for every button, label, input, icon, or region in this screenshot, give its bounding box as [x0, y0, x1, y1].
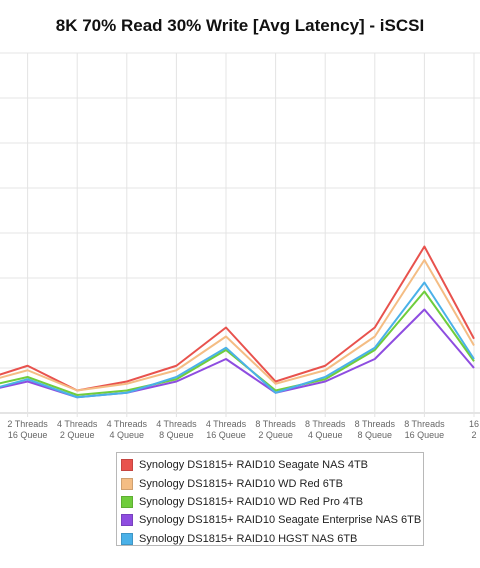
- legend-item[interactable]: Synology DS1815+ RAID10 HGST NAS 6TB: [121, 530, 423, 548]
- legend-item[interactable]: Synology DS1815+ RAID10 WD Red 6TB: [121, 474, 423, 492]
- legend-label: Synology DS1815+ RAID10 WD Red 6TB: [139, 477, 343, 490]
- x-tick-label: 8 Threads 4 Queue: [305, 419, 346, 440]
- legend-swatch-wd-red: [121, 477, 133, 490]
- legend-swatch-wd-red-pro: [121, 495, 133, 508]
- grid-lines: [0, 52, 480, 417]
- x-tick-label: 2 Threads 16 Queue: [7, 419, 48, 440]
- legend: Synology DS1815+ RAID10 Seagate NAS 4TB …: [116, 452, 424, 546]
- legend-item[interactable]: Synology DS1815+ RAID10 Seagate NAS 4TB: [121, 456, 423, 474]
- x-tick-label: 4 Threads 2 Queue: [57, 419, 98, 440]
- legend-item[interactable]: Synology DS1815+ RAID10 Seagate Enterpri…: [121, 511, 423, 529]
- series-lines: [0, 245, 475, 399]
- legend-swatch-seagate-enterprise: [121, 514, 133, 527]
- legend-label: Synology DS1815+ RAID10 WD Red Pro 4TB: [139, 495, 364, 508]
- x-tick-label: 4 Threads 8 Queue: [156, 419, 197, 440]
- x-tick-label: 8 Threads 8 Queue: [355, 419, 396, 440]
- series-line-2[interactable]: [0, 290, 475, 396]
- series-line-4[interactable]: [0, 281, 475, 399]
- legend-label: Synology DS1815+ RAID10 HGST NAS 6TB: [139, 532, 358, 545]
- legend-swatch-hgst-nas: [121, 532, 133, 545]
- legend-item[interactable]: Synology DS1815+ RAID10 WD Red Pro 4TB: [121, 493, 423, 511]
- series-line-0[interactable]: [0, 245, 475, 392]
- legend-label: Synology DS1815+ RAID10 Seagate Enterpri…: [139, 514, 422, 527]
- series-line-1[interactable]: [0, 259, 475, 392]
- legend-swatch-seagate-nas: [121, 459, 133, 472]
- x-tick-label: 16 2: [469, 419, 479, 440]
- x-tick-label: 4 Threads 16 Queue: [206, 419, 247, 440]
- legend-label: Synology DS1815+ RAID10 Seagate NAS 4TB: [139, 459, 368, 472]
- x-tick-label: 8 Threads 16 Queue: [404, 419, 445, 440]
- x-tick-label: 4 Threads 4 Queue: [107, 419, 148, 440]
- chart-title: 8K 70% Read 30% Write [Avg Latency] - iS…: [55, 16, 425, 35]
- x-tick-label: 8 Threads 2 Queue: [255, 419, 296, 440]
